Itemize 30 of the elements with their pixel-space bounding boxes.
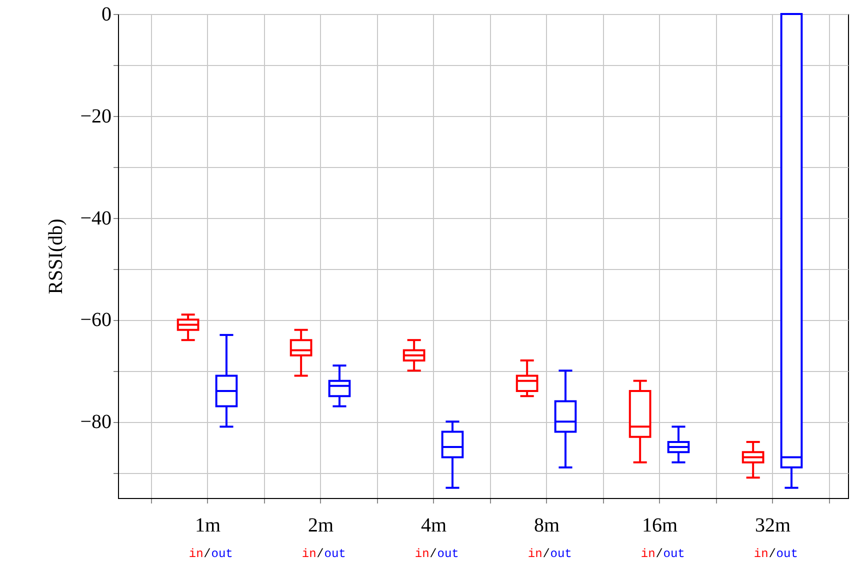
text: out — [663, 547, 685, 561]
y-axis-title: RSSI(db) — [45, 218, 68, 294]
x-tick-label: 8m — [534, 514, 560, 536]
text: out — [776, 547, 798, 561]
text: out — [211, 547, 233, 561]
x-tick-label: 4m — [420, 514, 447, 536]
text: in — [188, 547, 204, 561]
text: in — [640, 547, 656, 561]
text: / — [316, 547, 324, 561]
y-tick-label: −40 — [80, 207, 112, 230]
text: / — [542, 547, 550, 561]
text: out — [550, 547, 572, 561]
y-tick-label: −80 — [80, 411, 112, 434]
text: / — [656, 547, 663, 561]
text: out — [324, 547, 346, 561]
x-tick-label: 1m — [194, 514, 221, 536]
x-tick-label: 16m — [642, 514, 678, 536]
x-tick-label: 32m — [755, 514, 792, 536]
text: / — [768, 547, 776, 561]
text: out — [437, 547, 459, 561]
text: in — [414, 547, 430, 561]
text: / — [204, 547, 211, 561]
y-tick-label: 0 — [102, 4, 112, 26]
text: / — [430, 547, 437, 561]
y-tick-label: −60 — [80, 309, 112, 332]
text: in — [754, 547, 768, 561]
y-tick-label: −20 — [80, 105, 112, 128]
text: in — [528, 547, 542, 561]
x-tick-label: 2m — [308, 514, 334, 536]
text: in — [302, 547, 316, 561]
